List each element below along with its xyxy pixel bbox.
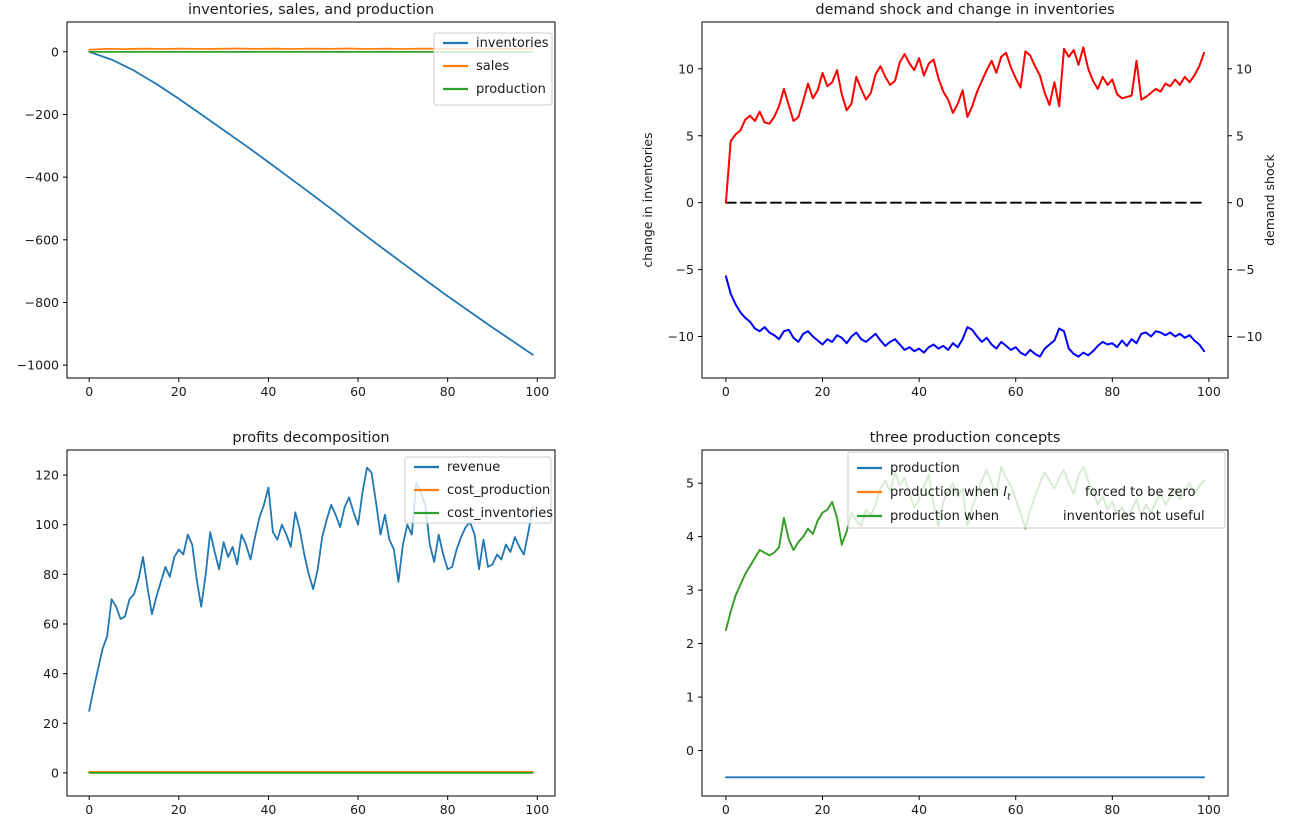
x-tick-label: 80 bbox=[1104, 802, 1120, 817]
y-tick-label: 0 bbox=[686, 743, 694, 758]
y-tick-right-label: 10 bbox=[1236, 61, 1252, 76]
legend-box bbox=[433, 32, 553, 106]
y-tick-label: 1 bbox=[686, 690, 694, 705]
chart-title-three-production-concepts: three production concepts bbox=[870, 430, 1061, 446]
y-tick-label: 3 bbox=[686, 583, 694, 598]
chart-title-inventories-sales-production: inventories, sales, and production bbox=[188, 2, 434, 18]
chart-title-demand-shock-change-inventories: demand shock and change in inventories bbox=[815, 2, 1114, 18]
line-change-in-inventories bbox=[724, 275, 1206, 358]
y-tick-label: 2 bbox=[686, 636, 694, 651]
legend-label: cost_production bbox=[447, 483, 550, 498]
y-tick-label: −10 bbox=[668, 329, 694, 344]
plot-area-profits-decomposition bbox=[88, 466, 534, 774]
line-inventories bbox=[88, 50, 534, 356]
y-tick-label: −5 bbox=[676, 262, 694, 277]
legend-label: production bbox=[890, 461, 960, 476]
y-tick-label: 0 bbox=[51, 44, 59, 59]
x-tick-label: 0 bbox=[722, 802, 730, 817]
x-tick-label: 80 bbox=[440, 384, 456, 399]
legend-label: production bbox=[476, 82, 546, 97]
x-tick-label: 20 bbox=[171, 384, 187, 399]
y-tick-label: −800 bbox=[25, 295, 59, 310]
x-tick-label: 80 bbox=[1104, 384, 1120, 399]
y-tick-label: 10 bbox=[678, 61, 694, 76]
legend-label: sales bbox=[476, 59, 509, 74]
y-tick-label: 5 bbox=[686, 476, 694, 491]
y-tick-label: −600 bbox=[25, 232, 59, 247]
y-tick-label: 20 bbox=[43, 716, 59, 731]
x-tick-label: 100 bbox=[1197, 384, 1221, 399]
y-tick-right-label: −5 bbox=[1236, 262, 1254, 277]
legend-label: production when inventories not useful bbox=[890, 509, 1205, 524]
y-tick-right-label: 0 bbox=[1236, 195, 1244, 210]
chart-title-profits-decomposition: profits decomposition bbox=[232, 430, 389, 446]
line-revenue bbox=[88, 466, 534, 712]
legend-box bbox=[847, 451, 1226, 529]
y-tick-label: 5 bbox=[686, 128, 694, 143]
subplot-profits-decomposition: 0 20 40 60 80 100 0 20 40 60 80 100 120 profits decom… bbox=[35, 430, 556, 817]
legend-box bbox=[404, 456, 552, 524]
x-tick-label: 60 bbox=[1008, 384, 1024, 399]
x-tick-label: 0 bbox=[85, 384, 93, 399]
x-tick-label: 80 bbox=[440, 802, 456, 817]
legend-label: production when It forced to be zero bbox=[890, 485, 1196, 503]
y-tick-label: 40 bbox=[43, 666, 59, 681]
x-tick-label: 100 bbox=[525, 802, 549, 817]
subplot-inventories-sales-production: 0 20 40 60 80 100 0 −200 −400 −600 −800 −1000 invent… bbox=[17, 2, 556, 399]
y-tick-label: −1000 bbox=[17, 358, 59, 373]
x-tick-label: 40 bbox=[260, 802, 276, 817]
x-tick-label: 0 bbox=[722, 384, 730, 399]
y-tick-label: 100 bbox=[35, 517, 59, 532]
ylabel_right-demand-shock-change-inventories: demand shock bbox=[1262, 154, 1277, 246]
line-demand-shock bbox=[724, 46, 1206, 204]
plot-area-demand-shock-change-inventories bbox=[724, 46, 1206, 358]
axes-frame bbox=[701, 449, 1229, 797]
x-tick-label: 40 bbox=[260, 384, 276, 399]
y-tick-label: 80 bbox=[43, 567, 59, 582]
legend-label: inventories bbox=[476, 36, 549, 51]
x-tick-label: 100 bbox=[1197, 802, 1221, 817]
x-tick-label: 0 bbox=[85, 802, 93, 817]
x-tick-label: 60 bbox=[1008, 802, 1024, 817]
y-tick-label: 120 bbox=[35, 468, 59, 483]
x-tick-label: 60 bbox=[350, 802, 366, 817]
x-tick-label: 20 bbox=[815, 384, 831, 399]
y-tick-label: 60 bbox=[43, 616, 59, 631]
y-tick-label: −400 bbox=[25, 170, 59, 185]
subplot-three-production-concepts: 0 20 40 60 80 100 0 1 2 3 4 5 three production conce… bbox=[686, 430, 1229, 817]
subplot-demand-shock-change-inventories: 0 20 40 60 80 100 10 5 0 −5 −10 10 5 0 −5 −10 demand sho… bbox=[640, 2, 1277, 399]
x-tick-label: 20 bbox=[171, 802, 187, 817]
y-tick-right-label: −10 bbox=[1236, 329, 1262, 344]
axes-frame bbox=[66, 449, 556, 797]
axes-frame bbox=[701, 21, 1229, 379]
x-tick-label: 40 bbox=[911, 384, 927, 399]
axes-frame bbox=[66, 21, 556, 379]
x-tick-label: 100 bbox=[525, 384, 549, 399]
x-tick-label: 60 bbox=[350, 384, 366, 399]
legend-label: cost_inventories bbox=[447, 506, 553, 521]
legend-label: revenue bbox=[447, 460, 500, 475]
y-tick-label: 4 bbox=[686, 529, 694, 544]
y-tick-label: −200 bbox=[25, 107, 59, 122]
y-tick-label: 0 bbox=[51, 765, 59, 780]
x-tick-label: 40 bbox=[911, 802, 927, 817]
ylabel_left-demand-shock-change-inventories: change in inventories bbox=[640, 132, 655, 267]
y-tick-right-label: 5 bbox=[1236, 128, 1244, 143]
y-tick-label: 0 bbox=[686, 195, 694, 210]
x-tick-label: 20 bbox=[815, 802, 831, 817]
